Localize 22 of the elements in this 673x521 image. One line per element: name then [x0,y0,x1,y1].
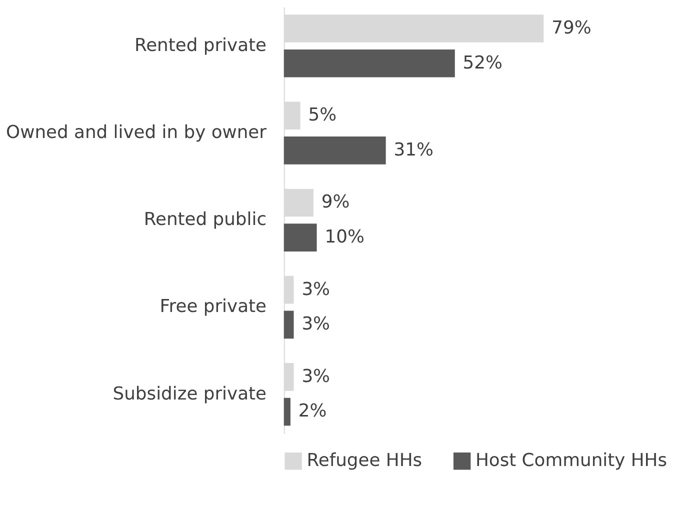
data-label: 2% [298,400,327,422]
bar [284,224,317,252]
y-tick-label: Owned and lived in by owner [6,122,268,143]
bar [284,398,290,426]
data-label: 9% [321,192,350,213]
data-label: 79% [552,17,592,38]
data-label: 3% [302,366,330,387]
bar [284,310,294,339]
y-tick-label: Rented public [144,209,267,230]
legend-label: Host Community HHs [475,450,668,472]
bar [284,49,455,78]
legend-label: Refugee HHs [306,450,422,472]
y-tick-label: Rented private [134,34,267,56]
data-label: 10% [324,226,364,248]
bar [284,136,386,164]
data-label: 31% [394,139,434,160]
data-label: 5% [308,104,337,126]
data-label: 3% [302,314,330,335]
y-tick-label: Free private [160,296,267,318]
y-tick-label: Subsidize private [112,383,267,404]
data-label: 3% [302,278,330,300]
data-label: 52% [462,52,503,74]
